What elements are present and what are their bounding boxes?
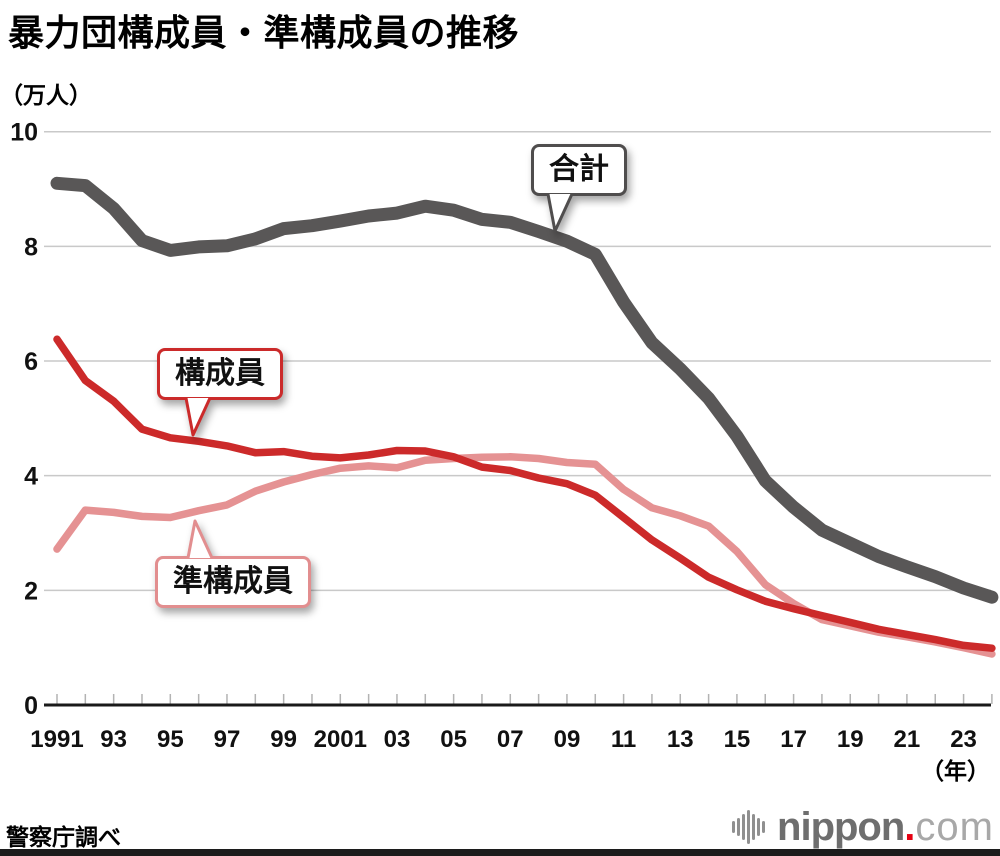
- svg-text:19: 19: [837, 726, 864, 753]
- svg-text:23: 23: [950, 726, 977, 753]
- svg-text:13: 13: [667, 726, 694, 753]
- svg-text:8: 8: [24, 233, 38, 261]
- svg-text:07: 07: [497, 726, 524, 753]
- logo-dot: .: [904, 804, 916, 849]
- logo-tld: com: [915, 804, 994, 849]
- nippon-logo: nippon. com: [732, 804, 994, 850]
- callout-quasi-tail: [186, 519, 214, 559]
- x-axis-labels: 1991 93 95 97 99 2001 03 05 07 09 11 13 15 17 19 21 23: [30, 726, 977, 753]
- bottom-edge-bar: [0, 849, 1000, 856]
- svg-text:0: 0: [24, 692, 38, 720]
- svg-text:95: 95: [157, 726, 184, 753]
- svg-text:21: 21: [894, 726, 921, 753]
- chart-title: 暴力団構成員・準構成員の推移: [8, 12, 520, 53]
- svg-text:4: 4: [24, 463, 38, 491]
- callout-members-tail: [184, 397, 212, 437]
- svg-text:09: 09: [554, 726, 581, 753]
- series-構成員: [53, 335, 996, 652]
- svg-text:15: 15: [724, 726, 751, 753]
- svg-text:2: 2: [24, 577, 38, 605]
- callout-total-tail: [546, 193, 574, 233]
- svg-text:97: 97: [214, 726, 241, 753]
- x-axis-unit-label: （年）: [921, 758, 990, 784]
- svg-text:6: 6: [24, 348, 38, 376]
- svg-text:99: 99: [270, 726, 297, 753]
- callout-quasi: 準構成員: [155, 519, 311, 608]
- svg-text:1991: 1991: [30, 726, 83, 753]
- y-axis-labels: 0 2 4 6 8 10: [10, 119, 38, 720]
- callout-quasi-label: 準構成員: [155, 556, 311, 608]
- svg-text:11: 11: [611, 726, 636, 753]
- svg-text:05: 05: [440, 726, 467, 753]
- x-axis-ticks: [56, 694, 993, 704]
- soundwave-bars-icon: [732, 810, 766, 844]
- svg-text:03: 03: [384, 726, 411, 753]
- svg-text:2001: 2001: [314, 726, 367, 753]
- y-axis-unit-label: （万人）: [0, 82, 92, 108]
- series-合計: [50, 176, 999, 604]
- nippon-logo-text: nippon. com: [777, 805, 994, 850]
- svg-text:17: 17: [780, 726, 807, 753]
- callout-total: 合計: [531, 144, 627, 233]
- callout-members-label: 構成員: [157, 348, 283, 400]
- source-credit: 警察庁調べ: [6, 824, 121, 850]
- logo-name: nippon: [777, 804, 905, 849]
- svg-text:10: 10: [10, 119, 38, 147]
- callout-total-label: 合計: [531, 144, 627, 196]
- callout-members: 構成員: [157, 348, 283, 437]
- svg-text:93: 93: [100, 726, 127, 753]
